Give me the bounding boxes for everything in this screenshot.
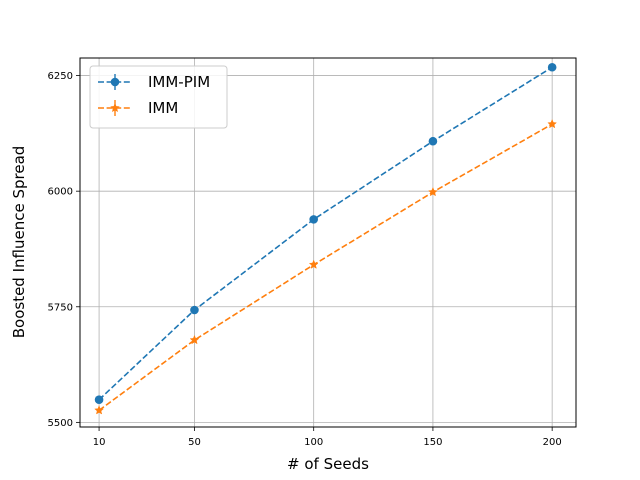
data-point-imm [428, 186, 438, 197]
x-tick-label: 10 [93, 437, 106, 448]
x-tick-label: 150 [423, 437, 442, 448]
series-layer [94, 62, 558, 415]
data-point-imm [189, 334, 200, 345]
y-tick-label: 6000 [48, 187, 73, 198]
plot-frame [79, 57, 577, 428]
legend-label: IMM [148, 99, 178, 117]
legend-item-imm-pim: IMM-PIM [98, 73, 210, 91]
x-axis-label: # of Seeds [287, 455, 369, 473]
data-point-imm [308, 259, 319, 269]
x-tick-label: 50 [188, 437, 201, 448]
x-axis-ticks: 10 50 100 150 200 [93, 427, 562, 448]
legend-label: IMM-PIM [148, 73, 210, 91]
y-tick-label: 5500 [48, 418, 73, 429]
data-point-imm [547, 118, 558, 129]
legend-marker [110, 102, 120, 113]
data-point-imm-pim [94, 395, 104, 405]
legend-item-imm: IMM [98, 99, 178, 117]
data-point-imm-pim [190, 305, 199, 315]
series-imm [94, 118, 558, 415]
x-tick-label: 200 [543, 437, 562, 448]
x-tick-label: 100 [304, 437, 323, 448]
legend-marker [110, 77, 120, 87]
legend: IMM-PIM IMM [89, 65, 228, 129]
y-tick-label: 5750 [48, 302, 73, 313]
series-imm-pim [94, 62, 557, 405]
y-axis-label: Boosted Influence Spread [10, 146, 28, 339]
data-point-imm [94, 405, 104, 415]
data-point-imm-pim [428, 136, 438, 146]
data-point-imm-pim [309, 215, 318, 224]
y-axis-ticks: 5500 5750 6000 6250 [48, 71, 80, 429]
data-point-imm-pim [547, 62, 557, 72]
y-tick-label: 6250 [48, 71, 73, 82]
